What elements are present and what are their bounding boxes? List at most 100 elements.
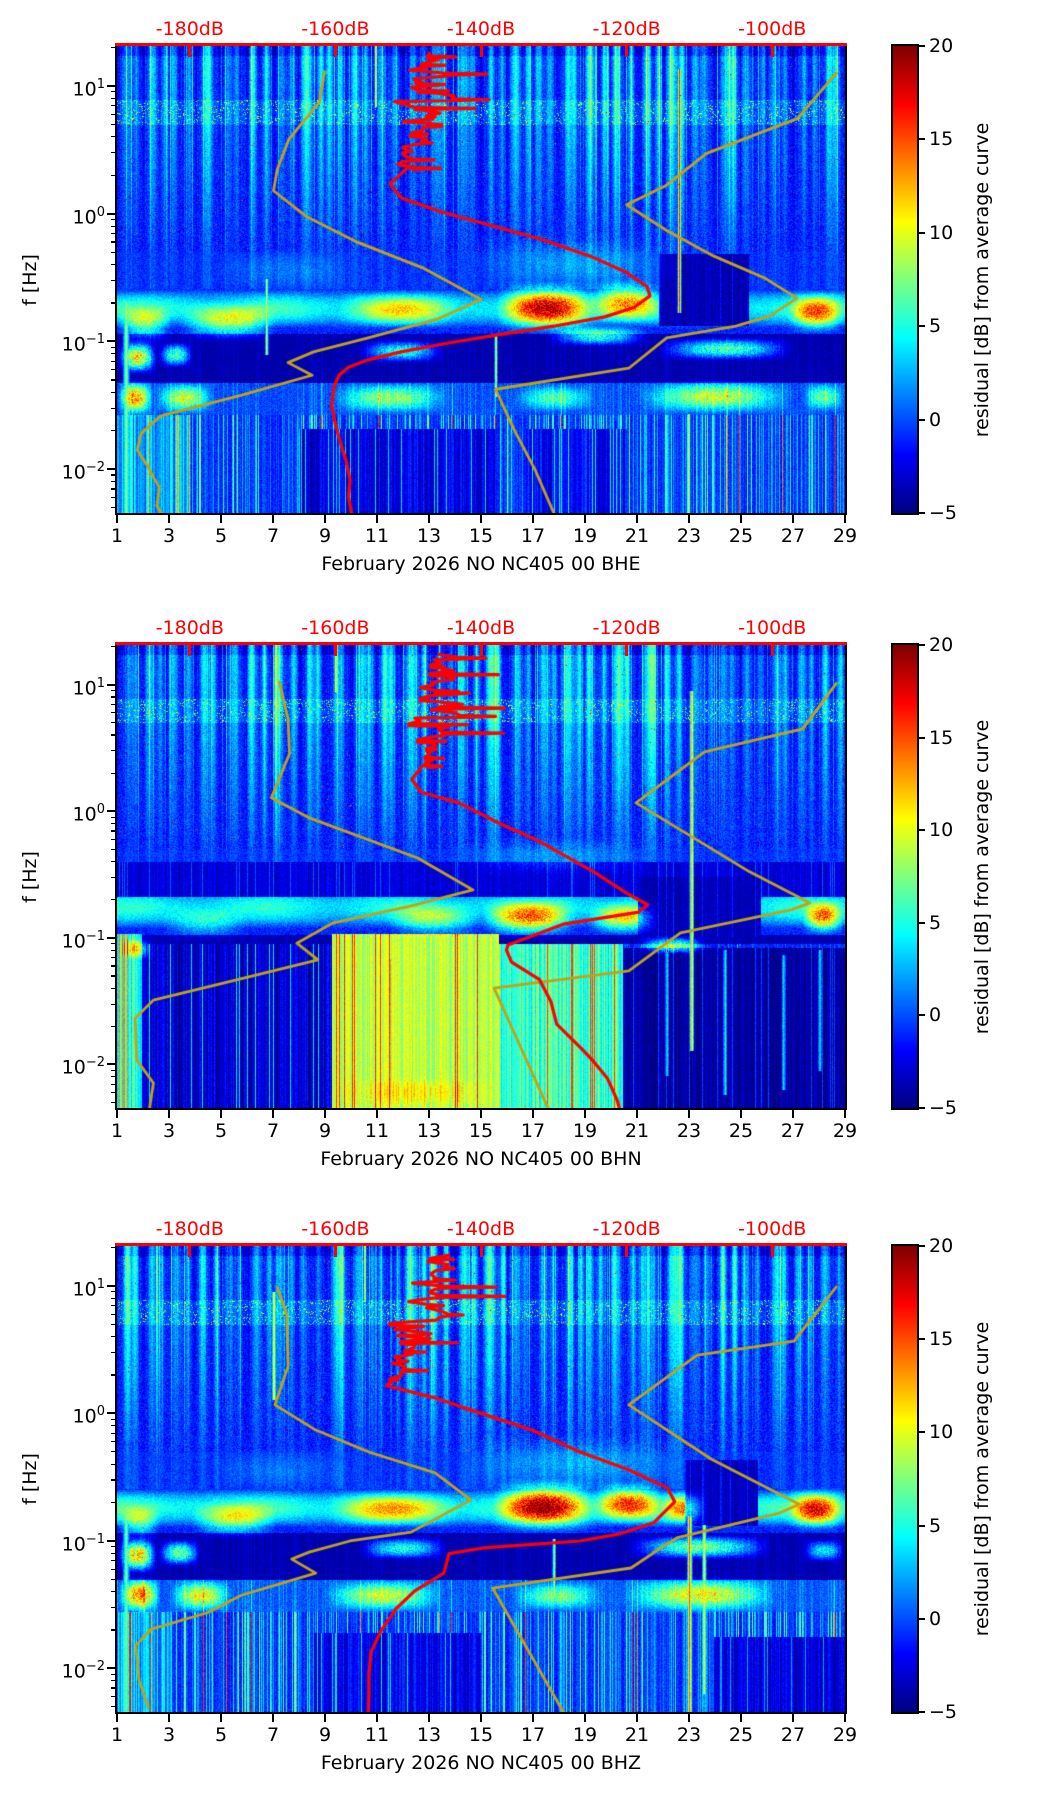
x-tick	[376, 1110, 378, 1118]
top-axis-tick-label: -100dB	[738, 18, 807, 40]
y-tick-minor	[111, 712, 115, 714]
y-tick-minor	[111, 1083, 115, 1085]
y-tick-minor	[111, 1351, 115, 1354]
y-axis-label: f [Hz]	[19, 851, 41, 903]
x-tick-label: 29	[832, 1120, 858, 1142]
y-tick-major	[107, 936, 115, 939]
x-tick	[168, 1714, 170, 1722]
y-tick-minor	[111, 113, 115, 115]
colorbar-tick-label: 0	[929, 408, 942, 431]
top-axis-tick	[333, 645, 337, 656]
x-tick	[740, 1110, 742, 1118]
y-tick-minor	[111, 848, 115, 851]
x-tick	[116, 515, 118, 523]
y-tick-minor	[111, 251, 115, 253]
plot-border	[115, 1244, 847, 1714]
y-tick-minor	[111, 1552, 115, 1554]
colorbar-tick-label: 20	[929, 1235, 954, 1257]
y-tick-label: 10−1	[61, 332, 105, 356]
top-axis-tick-label: -160dB	[301, 1218, 370, 1240]
top-axis-tick	[188, 645, 192, 656]
x-tick	[324, 515, 326, 523]
y-tick-minor	[111, 1501, 115, 1504]
y-tick-major	[107, 1284, 115, 1287]
top-axis-tick-label: -160dB	[301, 18, 370, 40]
top-axis-tick	[188, 1246, 192, 1257]
y-tick-minor	[111, 1687, 115, 1689]
y-tick-minor	[111, 1590, 115, 1593]
colorbar-tick-label: 15	[929, 1328, 954, 1351]
y-tick-minor	[111, 1463, 115, 1465]
top-axis-tick	[770, 645, 774, 656]
x-tick-label: 21	[624, 1120, 650, 1142]
x-tick-label: 15	[468, 1724, 494, 1746]
y-tick-minor	[111, 1441, 115, 1443]
x-tick-label: 29	[832, 525, 858, 547]
y-tick-minor	[111, 123, 115, 126]
x-tick-label: 17	[520, 1120, 546, 1142]
x-tick-label: 23	[676, 1724, 702, 1746]
x-tick-label: 9	[318, 525, 332, 547]
y-tick-minor	[111, 1374, 115, 1376]
x-tick	[688, 1110, 690, 1118]
y-tick-minor	[111, 225, 115, 227]
y-tick-minor	[111, 722, 115, 724]
y-tick-label: 10−1	[61, 1531, 105, 1556]
y-tick-minor	[111, 1076, 115, 1078]
x-tick-label: 3	[162, 1724, 176, 1746]
y-tick-minor	[111, 241, 115, 243]
plot-border	[115, 643, 847, 1110]
top-axis-tick-label: -180dB	[155, 617, 224, 639]
y-tick-minor	[111, 1706, 115, 1708]
x-tick	[792, 515, 794, 523]
x-tick	[532, 1714, 534, 1722]
top-axis-tick	[479, 1246, 483, 1257]
top-axis-tick	[625, 645, 629, 656]
x-tick	[272, 515, 274, 523]
colorbar-label: residual [dB] from average curve	[971, 122, 993, 438]
y-tick-minor	[111, 1578, 115, 1580]
y-tick-minor	[111, 136, 115, 138]
x-tick-label: 1	[110, 1120, 124, 1142]
y-tick-minor	[111, 1559, 115, 1562]
x-tick-label: 7	[266, 525, 280, 547]
top-axis-tick-label: -180dB	[155, 18, 224, 40]
x-tick-label: 23	[676, 525, 702, 547]
y-tick-label: 101	[72, 76, 105, 101]
panel-title-bhe: February 2026 NO NC405 00 BHE	[321, 553, 641, 575]
x-tick-label: 25	[728, 1724, 754, 1746]
x-tick	[428, 1714, 430, 1722]
y-tick-minor	[111, 838, 115, 840]
y-tick-minor	[111, 1102, 115, 1104]
top-axis-tick	[770, 46, 774, 57]
y-tick-minor	[111, 645, 115, 648]
x-tick	[792, 1110, 794, 1118]
colorbar-bhn-canvas	[893, 645, 917, 1108]
colorbar-tick	[919, 829, 925, 832]
top-axis-tick	[188, 46, 192, 57]
colorbar-tick	[919, 1431, 925, 1434]
top-axis-tick-label: -120dB	[592, 617, 661, 639]
y-tick-minor	[111, 703, 115, 705]
x-tick-label: 5	[214, 525, 228, 547]
y-tick-minor	[111, 987, 115, 989]
x-tick	[324, 1714, 326, 1722]
y-tick-minor	[111, 1069, 115, 1071]
colorbar-tick-label: 15	[929, 726, 954, 749]
x-tick	[220, 1110, 222, 1118]
x-tick	[376, 515, 378, 523]
y-tick-minor	[111, 1673, 115, 1675]
colorbar-tick	[919, 1711, 925, 1713]
x-tick-label: 17	[520, 1724, 546, 1746]
x-tick-label: 27	[780, 1724, 806, 1746]
colorbar-tick-label: 20	[929, 35, 954, 57]
y-tick-minor	[111, 1629, 115, 1631]
y-tick-minor	[111, 46, 115, 49]
colorbar-tick	[919, 418, 925, 421]
colorbar-border	[891, 1244, 919, 1714]
y-tick-minor	[111, 263, 115, 266]
colorbar-tick-label: 5	[929, 1514, 942, 1537]
spectrogram-bhe-canvas	[117, 46, 845, 513]
x-tick-label: 9	[318, 1120, 332, 1142]
spectrogram-bhz-canvas	[117, 1246, 845, 1712]
